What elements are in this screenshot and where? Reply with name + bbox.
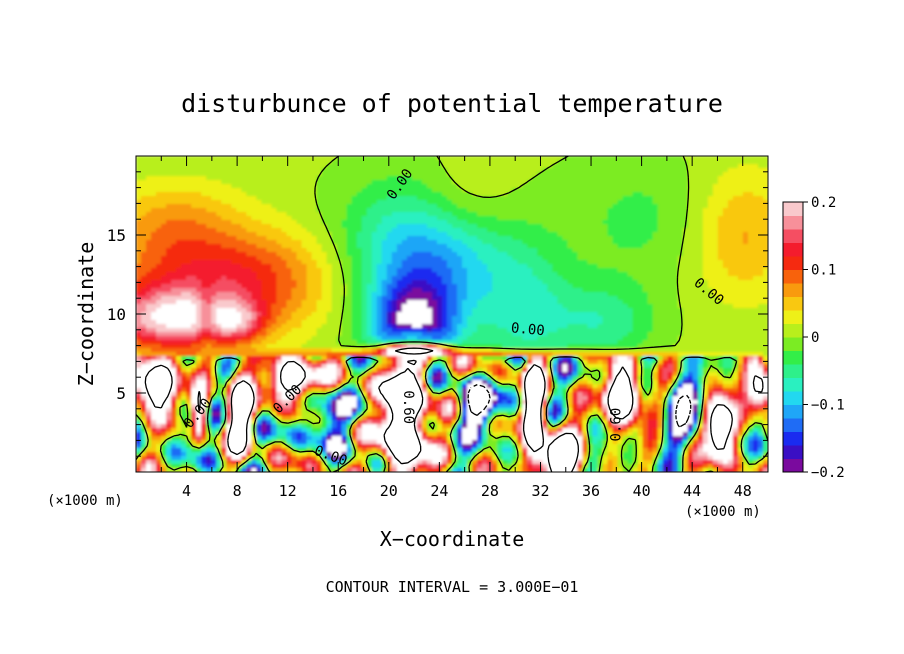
colorbar-tick-label: 0.1 <box>811 263 836 279</box>
x-tick-label: 48 <box>734 482 752 500</box>
colorbar-swatch <box>783 283 803 297</box>
colorbar: 0.2 0.1 0 −0.1 −0.2 <box>782 195 845 481</box>
x-tick-label: 36 <box>582 482 600 500</box>
colorbar-swatch <box>783 337 803 351</box>
colorbar-tick-label: −0.1 <box>811 398 845 414</box>
x-tick-label: 20 <box>380 482 398 500</box>
colorbar-swatch <box>783 323 803 338</box>
x-tick-label: 44 <box>683 482 701 500</box>
colorbar-swatch <box>783 391 803 405</box>
colorbar-swatch <box>783 215 803 230</box>
x-tick-label: 28 <box>481 482 499 500</box>
x-unit-left: (×1000 m) <box>47 493 123 509</box>
contour-label: 0.60 <box>400 390 416 424</box>
chart-title: disturbunce of potential temperature <box>181 89 723 118</box>
x-axis-label: X−coordinate <box>380 527 525 551</box>
x-tick-label: 16 <box>329 482 347 500</box>
contour-interval-note: CONTOUR INTERVAL = 3.000E−01 <box>326 578 579 596</box>
x-unit-right: (×1000 m) <box>685 504 761 520</box>
contour-label: 0.60 <box>608 408 624 442</box>
colorbar-swatch <box>783 242 803 257</box>
x-tick-label: 12 <box>279 482 297 500</box>
y-axis: 5 10 15 <box>107 171 768 457</box>
colorbar-swatch <box>783 418 803 432</box>
colorbar-swatch <box>783 445 803 459</box>
x-tick-label: 4 <box>182 482 191 500</box>
contour-label: 0.00 <box>510 320 545 339</box>
colorbar-swatch <box>783 202 803 216</box>
colorbar-tick-label: −0.2 <box>811 465 845 481</box>
colorbar-swatch <box>783 269 803 284</box>
x-tick-label: 24 <box>430 482 448 500</box>
colorbar-swatch <box>783 229 803 243</box>
y-tick-label: 5 <box>116 384 126 403</box>
colorbar-swatch <box>783 458 803 473</box>
y-axis-label: Z−coordinate <box>74 242 98 387</box>
colorbar-swatch <box>783 310 803 324</box>
y-tick-label: 10 <box>107 305 126 324</box>
x-axis: 4 8 12 16 20 24 28 32 36 40 44 48 <box>160 156 752 500</box>
x-tick-label: 32 <box>531 482 549 500</box>
y-tick-label: 15 <box>107 226 126 245</box>
contour-lines <box>136 156 768 472</box>
colorbar-swatch <box>783 256 803 270</box>
colorbar-swatch <box>783 350 803 365</box>
colorbar-tick-label: 0.2 <box>811 195 836 211</box>
x-tick-label: 40 <box>633 482 651 500</box>
colorbar-swatch <box>783 377 803 392</box>
colorbar-tick-label: 0 <box>811 330 819 346</box>
colorbar-swatch <box>783 431 803 446</box>
x-tick-label: 8 <box>233 482 242 500</box>
colorbar-swatch <box>783 364 803 378</box>
colorbar-swatch <box>783 296 803 311</box>
plot-area: 0.000.000.000.00 0.000.000.600.60 4 8 12 16 2… <box>107 155 769 500</box>
colorbar-swatch <box>783 404 803 419</box>
